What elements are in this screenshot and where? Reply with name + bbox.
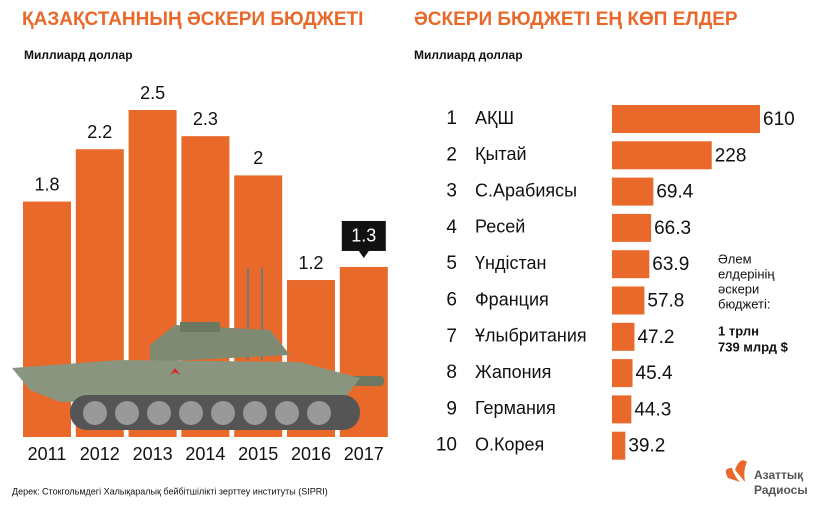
value-label: 39.2 (628, 436, 665, 457)
annotation: Әлем (718, 251, 752, 266)
rank: 4 (446, 217, 457, 238)
logo-text: Азаттық (754, 468, 803, 482)
rank: 2 (446, 144, 457, 165)
value-label: 228 (715, 145, 747, 166)
category-label: О.Корея (475, 434, 544, 454)
value-label: 610 (763, 109, 795, 130)
bar (612, 286, 645, 315)
bar (612, 431, 626, 460)
annotation: бюджеті: (718, 296, 770, 311)
value-label: 45.4 (636, 363, 673, 384)
rank: 10 (436, 435, 457, 456)
value-label: 44.3 (634, 399, 671, 420)
category-label: Ресей (475, 217, 525, 237)
bar (612, 359, 633, 388)
rank: 8 (446, 362, 457, 383)
bar (612, 322, 635, 351)
rank: 6 (446, 290, 457, 311)
bar (612, 395, 632, 424)
value-label: 47.2 (637, 327, 674, 348)
category-label: Франция (475, 289, 549, 309)
bar (612, 105, 760, 133)
value-label: 1.3 (351, 226, 376, 246)
x-tick-label: 2013 (133, 444, 173, 464)
right-title: ӘСКЕРИ БЮДЖЕТІ ЕҢ КӨП ЕЛДЕР (414, 9, 738, 30)
value-label: 57.8 (647, 291, 684, 312)
x-tick-label: 2017 (344, 444, 384, 464)
tank (12, 268, 384, 430)
value-label: 69.4 (656, 182, 693, 203)
source: Дерек: Стокгольмдегі Халықаралық бейбітш… (12, 486, 328, 496)
x-tick-label: 2012 (80, 444, 120, 464)
annotation: 1 трлн (718, 323, 759, 338)
category-label: Германия (475, 398, 556, 418)
right-subtitle: Миллиард доллар (414, 48, 523, 62)
bar (612, 250, 650, 279)
x-tick-label: 2015 (238, 444, 278, 464)
value-label: 2.2 (87, 122, 112, 142)
left-subtitle: Миллиард доллар (24, 48, 133, 62)
annotation: 739 млрд $ (718, 339, 789, 354)
annotation: елдерінің (718, 266, 775, 281)
rank: 1 (446, 108, 457, 129)
category-label: АҚШ (475, 108, 514, 128)
logo: Азаттық Радиосы (725, 460, 808, 497)
bar (612, 177, 654, 206)
x-tick-label: 2014 (185, 444, 225, 464)
value-label: 66.3 (654, 218, 691, 239)
value-label: 1.8 (34, 174, 59, 194)
value-label: 2.3 (193, 109, 218, 129)
x-tick-label: 2011 (28, 444, 67, 464)
category-label: Үндістан (475, 253, 546, 273)
bar (612, 213, 652, 242)
value-label: 1.2 (298, 253, 323, 273)
rank: 9 (446, 398, 457, 419)
rank: 5 (446, 253, 457, 274)
category-label: С.Арабиясы (475, 180, 577, 200)
rank: 7 (446, 326, 457, 347)
x-tick-label: 2016 (291, 444, 331, 464)
category-label: Ұлыбритания (475, 326, 587, 346)
highlight-box (341, 220, 386, 251)
value-label: 2 (253, 148, 263, 168)
rank: 3 (446, 181, 457, 202)
left-title: ҚАЗАҚСТАННЫҢ ӘСКЕРИ БЮДЖЕТІ (22, 9, 363, 30)
value-label: 2.5 (140, 83, 165, 103)
category-label: Жапония (475, 362, 551, 382)
logo-text: Радиосы (754, 483, 808, 497)
bar (612, 141, 712, 170)
value-label: 63.9 (652, 254, 689, 275)
annotation: әскери (718, 281, 759, 296)
highlight-pointer (358, 250, 369, 258)
category-label: Қытай (475, 144, 527, 164)
